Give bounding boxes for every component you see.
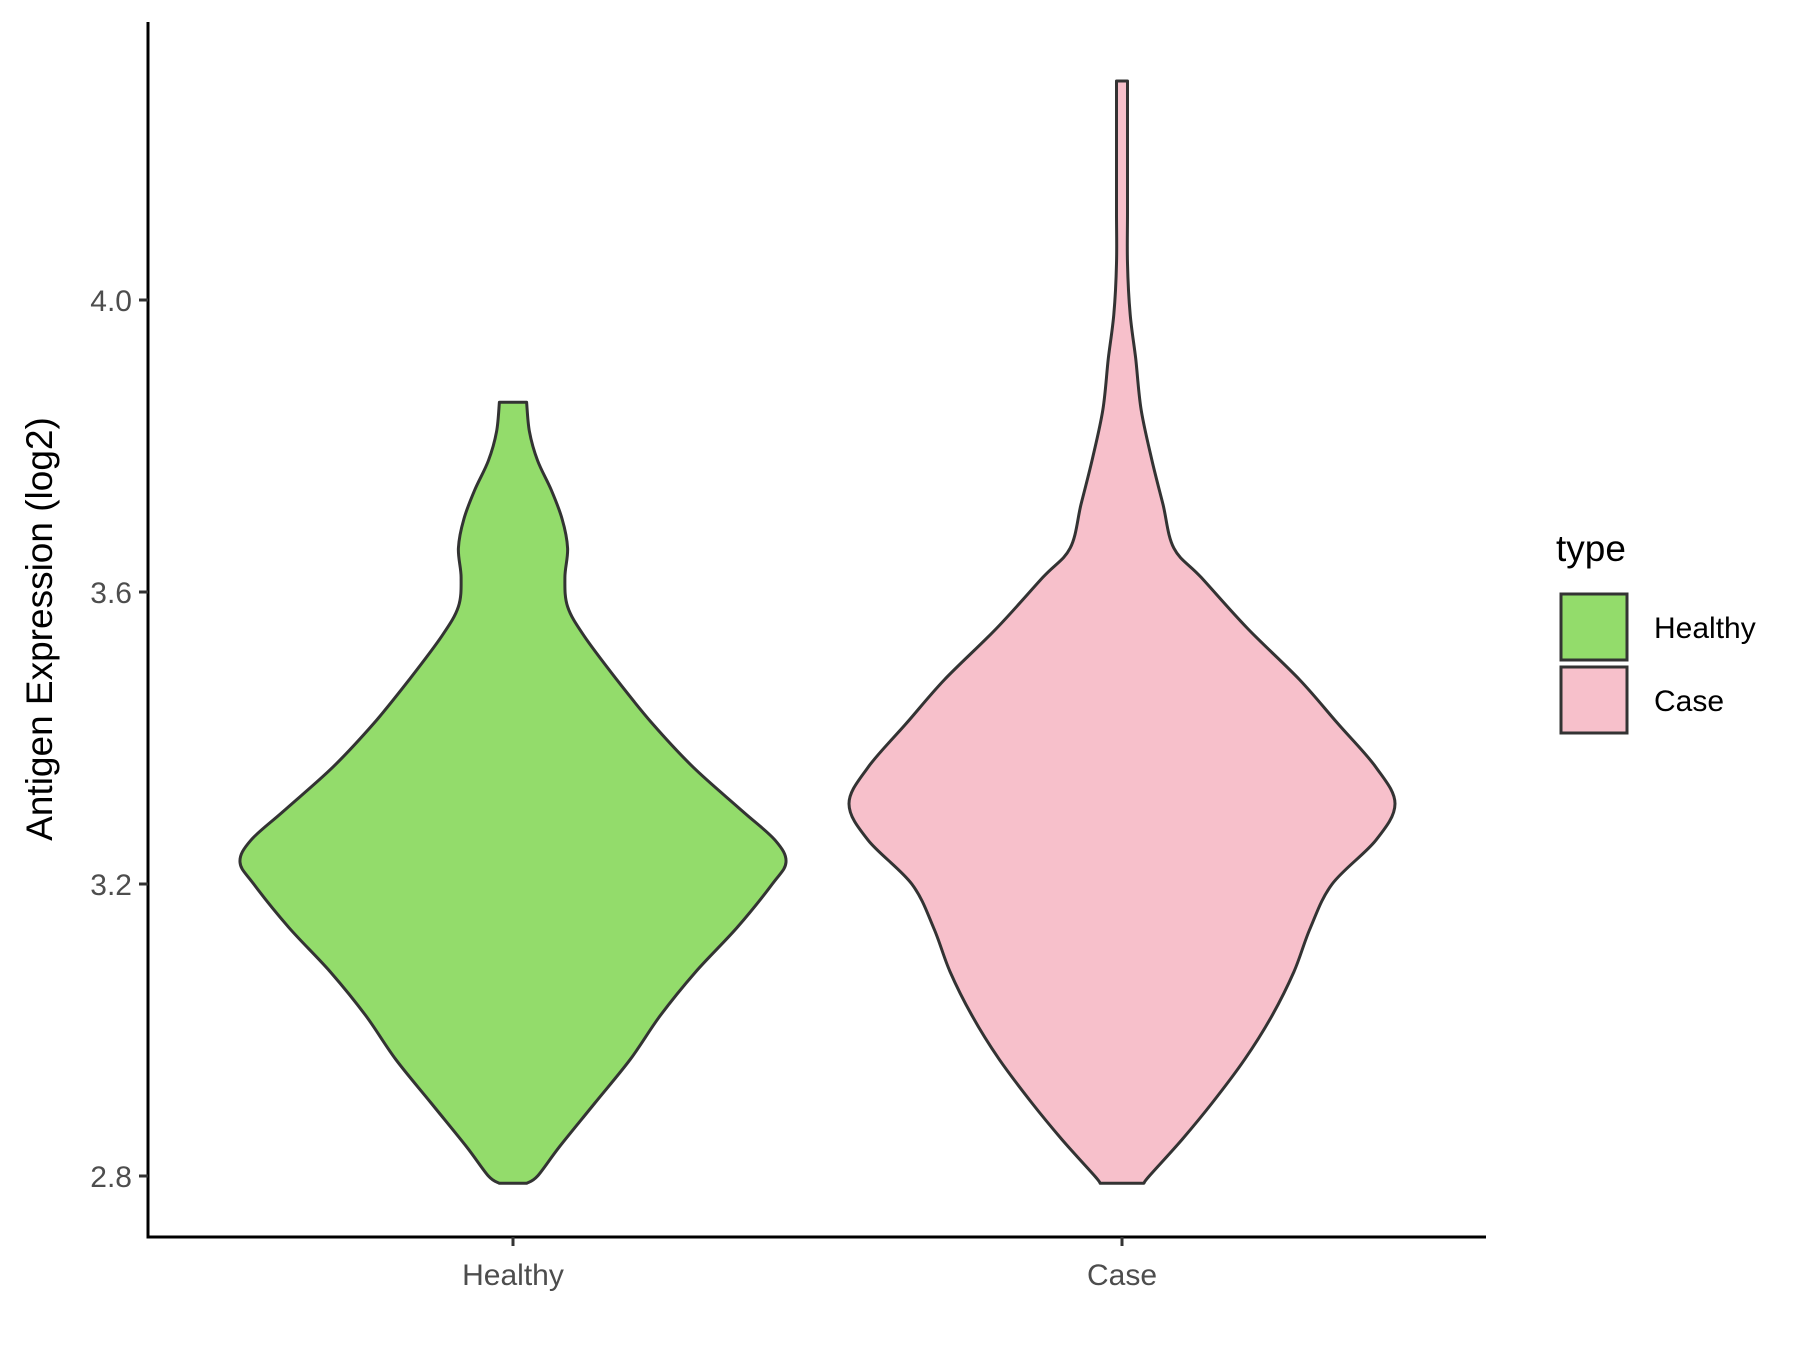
legend-key-case xyxy=(1559,665,1629,735)
legend-label-case: Case xyxy=(1654,685,1724,718)
y-tick-label: 2.8 xyxy=(90,1161,132,1194)
y-tick-label: 3.6 xyxy=(90,577,132,610)
legend-label-healthy: Healthy xyxy=(1654,612,1756,645)
plot-area xyxy=(238,79,1397,1185)
violin-case xyxy=(847,79,1397,1185)
violin-healthy xyxy=(238,400,788,1185)
legend-title: type xyxy=(1556,528,1626,569)
ticks: 2.8 3.2 3.6 4.0 Healthy Case xyxy=(90,285,1157,1292)
legend-key-healthy xyxy=(1559,592,1629,662)
y-tick-label: 3.2 xyxy=(90,869,132,902)
y-axis-title: Antigen Expression (log2) xyxy=(19,417,60,841)
axes xyxy=(146,22,1486,1239)
x-tick-label: Healthy xyxy=(462,1259,564,1292)
legend: type Healthy Case xyxy=(1556,528,1756,735)
y-tick-label: 4.0 xyxy=(90,285,132,318)
x-tick-label: Case xyxy=(1087,1259,1157,1292)
